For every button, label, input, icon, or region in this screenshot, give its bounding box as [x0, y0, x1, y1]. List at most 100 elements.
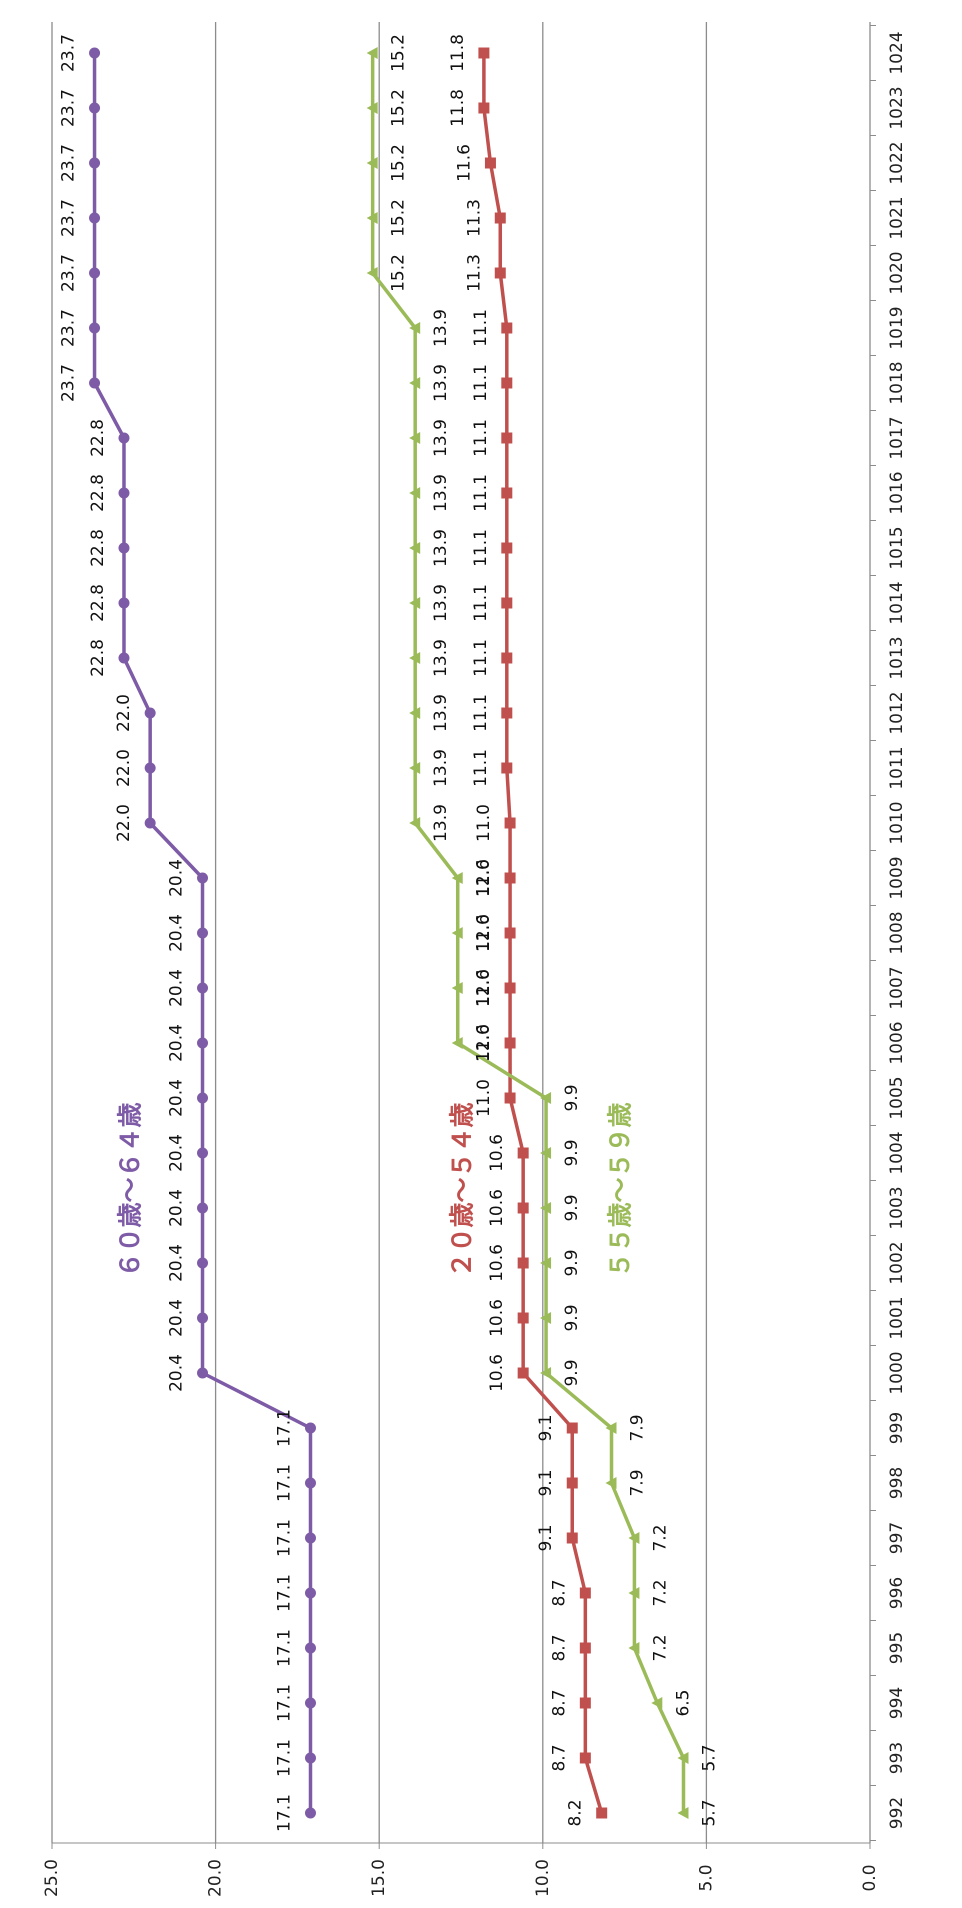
data-point [118, 542, 130, 554]
data-point [366, 47, 378, 59]
data-point [517, 1257, 529, 1269]
value-axis: 0.0 5.0 10.0 15.0 20.0 25.0 [42, 1859, 880, 1897]
category-tick-label: 1017 [887, 416, 907, 459]
data-point [144, 762, 156, 774]
data-point [494, 212, 506, 224]
data-label: 7.9 [628, 1414, 648, 1441]
data-label: 5.7 [699, 1799, 719, 1826]
data-point [304, 1422, 316, 1434]
data-point [409, 762, 421, 774]
data-label: 9.1 [536, 1414, 556, 1441]
data-label: 15.2 [389, 34, 409, 72]
value-tick-label: 25.0 [42, 1859, 62, 1897]
data-label: 9.9 [562, 1249, 582, 1276]
series-group: 17.1 17.1 17.1 17.1 17.1 17.1 17.1 17.1 20.4 20.4… [59, 34, 720, 1832]
data-point [579, 1642, 591, 1654]
data-point [197, 1367, 209, 1379]
category-tick-label: 993 [887, 1742, 907, 1774]
data-label: 13.9 [431, 419, 451, 457]
series-3: 5.7 5.7 6.5 7.2 7.2 7.2 7.9 7.9 9.9 9.9 9.9 9.9 9.9 9… [366, 34, 719, 1827]
data-point [484, 157, 496, 169]
data-label: 20.4 [167, 1079, 187, 1117]
legend-entry: ６０歳～６４歳 [116, 1102, 145, 1277]
data-label: 11.1 [471, 584, 491, 622]
data-point [409, 707, 421, 719]
category-tick-label: 1016 [887, 471, 907, 514]
data-label: 11.1 [471, 474, 491, 512]
data-point [540, 1147, 552, 1159]
data-label: 5.7 [699, 1744, 719, 1771]
category-tick-label: 1020 [887, 251, 907, 294]
data-point [366, 267, 378, 279]
category-tick-label: 1003 [887, 1186, 907, 1229]
data-point [451, 1037, 463, 1049]
data-label: 11.0 [474, 969, 494, 1007]
data-label: 8.7 [549, 1579, 569, 1606]
data-point [89, 267, 101, 279]
data-point [540, 1367, 552, 1379]
data-label: 11.1 [471, 639, 491, 677]
data-point [409, 597, 421, 609]
data-label: 15.2 [389, 144, 409, 182]
data-label: 13.9 [431, 309, 451, 347]
data-label: 15.2 [389, 199, 409, 237]
data-label: 17.1 [274, 1409, 294, 1447]
category-tick-label: 1011 [887, 746, 907, 789]
data-label: 11.1 [471, 694, 491, 732]
value-tick-label: 0.0 [860, 1864, 880, 1891]
category-tick-label: 1010 [887, 801, 907, 844]
data-label: 9.9 [562, 1359, 582, 1386]
data-point [366, 157, 378, 169]
data-point [304, 1807, 316, 1819]
data-point [451, 872, 463, 884]
data-label: 13.9 [431, 529, 451, 567]
data-point [501, 652, 513, 664]
data-label: 10.6 [487, 1299, 507, 1337]
data-point [579, 1587, 591, 1599]
category-tick-label: 997 [887, 1522, 907, 1554]
category-tick-label: 1021 [887, 196, 907, 239]
data-point [677, 1752, 689, 1764]
data-label: 23.7 [59, 89, 79, 127]
data-point [366, 212, 378, 224]
data-point [504, 817, 516, 829]
category-tick-label: 1008 [887, 911, 907, 954]
data-point [579, 1752, 591, 1764]
data-point [409, 322, 421, 334]
data-point [304, 1752, 316, 1764]
data-point [89, 47, 101, 59]
data-point [89, 377, 101, 389]
category-tick-label: 1000 [887, 1351, 907, 1394]
data-label: 12.6 [474, 859, 494, 897]
data-point [197, 1092, 209, 1104]
data-label: 17.1 [274, 1629, 294, 1667]
category-tick-label: 1013 [887, 636, 907, 679]
data-label: 20.4 [167, 1244, 187, 1282]
data-point [504, 1092, 516, 1104]
data-label: 10.6 [487, 1134, 507, 1172]
data-point [304, 1642, 316, 1654]
data-point [566, 1477, 578, 1489]
data-label: 20.4 [167, 914, 187, 952]
data-point [501, 707, 513, 719]
data-point [501, 597, 513, 609]
data-point [366, 102, 378, 114]
category-tick-label: 1005 [887, 1076, 907, 1119]
data-label: 11.0 [474, 1079, 494, 1117]
data-point [566, 1422, 578, 1434]
data-label: 9.9 [562, 1139, 582, 1166]
data-point [540, 1312, 552, 1324]
series-2: 8.2 8.7 8.7 8.7 8.7 9.1 9.1 9.1 10.6 10.6 10.6 10.6… [448, 34, 608, 1827]
data-label: 20.4 [167, 969, 187, 1007]
series-line [370, 53, 686, 1813]
data-label: 13.9 [431, 474, 451, 512]
data-point [540, 1202, 552, 1214]
data-point [596, 1807, 608, 1819]
data-label: 11.0 [474, 804, 494, 842]
data-label: 17.1 [274, 1574, 294, 1612]
data-label: 23.7 [59, 34, 79, 72]
data-point [478, 47, 490, 59]
data-point [89, 102, 101, 114]
data-point [197, 1312, 209, 1324]
